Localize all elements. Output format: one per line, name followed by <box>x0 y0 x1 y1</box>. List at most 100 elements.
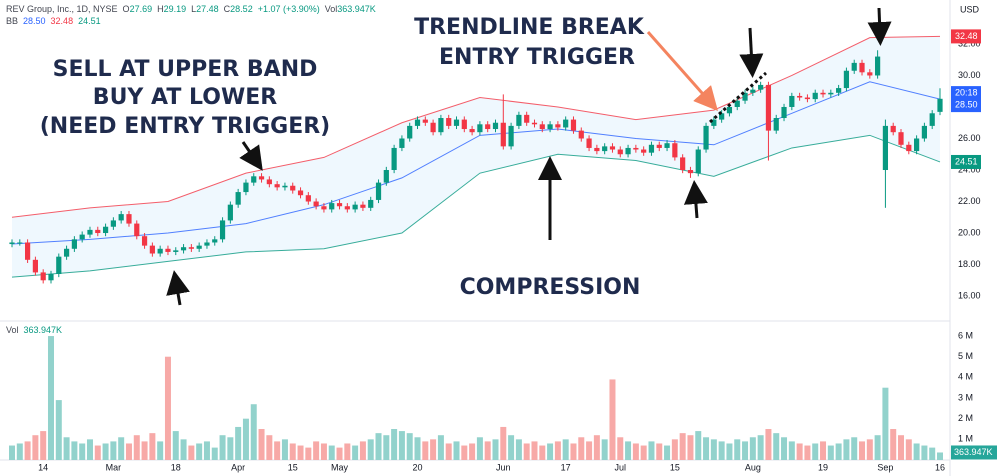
candle-body <box>804 97 811 100</box>
volume-header: Vol 363.947K <box>6 325 62 335</box>
volume-bar <box>601 439 608 460</box>
candle-body <box>204 242 210 246</box>
candle-body <box>485 124 491 130</box>
price-badge-label: 32.48 <box>955 31 978 41</box>
indicator-value: 24.51 <box>78 16 101 26</box>
candle-body <box>321 206 327 210</box>
arrow <box>239 141 263 171</box>
arrow <box>646 31 718 111</box>
volume-bar <box>359 441 366 460</box>
indicator-value: 28.50 <box>23 16 46 26</box>
candle-body <box>196 245 202 249</box>
annotation: (NEED ENTRY TRIGGER) <box>40 114 331 139</box>
candle-body <box>906 144 912 152</box>
x-tick-label: Mar <box>106 462 122 472</box>
volume-bar <box>687 435 694 460</box>
candle-body <box>422 119 428 123</box>
y-tick-label: 24.00 <box>958 164 981 174</box>
volume-bar <box>414 437 421 460</box>
volume-bar <box>266 435 273 460</box>
volume-tick-label: 1 M <box>958 434 973 444</box>
volume-bar <box>617 437 624 460</box>
candle-body <box>118 214 124 221</box>
candle-body <box>617 149 623 155</box>
x-tick-label: Apr <box>231 462 245 472</box>
price-badge <box>951 29 981 44</box>
x-tick-label: Aug <box>745 462 761 472</box>
candle-body <box>898 132 904 145</box>
candle-body <box>602 146 608 152</box>
candle-body <box>672 143 678 158</box>
candle-body <box>516 114 522 126</box>
candle-body <box>212 239 218 243</box>
candle-body <box>305 195 311 202</box>
candle-body <box>258 176 265 180</box>
volume-bar <box>781 437 788 460</box>
volume-bar <box>843 439 850 460</box>
candle-body <box>524 114 530 123</box>
volume-bar <box>383 435 390 460</box>
candle-body <box>282 185 288 188</box>
volume-bar <box>476 437 483 460</box>
ohlc-key: C <box>224 4 231 14</box>
volume-bar <box>180 439 187 460</box>
volume-bar <box>671 439 678 460</box>
volume-bar <box>625 441 632 460</box>
volume-bar <box>679 433 686 460</box>
volume-bar <box>242 418 249 460</box>
candle-body <box>266 179 272 185</box>
annotation: SELL AT UPPER BAND <box>53 57 318 82</box>
volume-bar <box>632 443 639 460</box>
candle-body <box>921 125 928 139</box>
candle-body <box>851 62 857 71</box>
candle-body <box>110 220 116 227</box>
volume-bar <box>55 400 62 460</box>
x-tick-label: Jul <box>615 462 627 472</box>
candle-body <box>797 95 803 98</box>
volume-bar <box>578 437 585 460</box>
candle-body <box>297 190 304 196</box>
candle-body <box>414 119 421 126</box>
candle-body <box>102 226 109 234</box>
band-fill <box>12 36 940 278</box>
volume-bar <box>219 435 226 460</box>
ohlc-key: H <box>157 4 164 14</box>
candle-body <box>656 144 662 148</box>
volume-bar <box>898 435 905 460</box>
ohlc-key: L <box>191 4 196 14</box>
candle-body <box>274 184 280 188</box>
countdown: 20:18 <box>955 87 978 97</box>
candle-body <box>407 125 413 139</box>
volume-bar <box>890 429 897 460</box>
volume-bar <box>110 441 117 460</box>
volume-bar <box>188 445 195 460</box>
volume-bar <box>235 426 242 460</box>
candle-body <box>820 92 826 95</box>
volume-bar <box>430 439 437 460</box>
volume-bar <box>336 447 343 460</box>
candle-body <box>173 250 179 252</box>
volume-bar <box>469 443 476 460</box>
volume-bar <box>492 439 499 460</box>
candle-body <box>680 157 686 171</box>
candle-body <box>531 122 538 125</box>
volume-bar <box>656 443 663 460</box>
candle-body <box>836 88 842 93</box>
candle-body <box>929 113 935 126</box>
candle-body <box>765 84 772 131</box>
candle-body <box>641 149 647 153</box>
volume-bar <box>24 441 31 460</box>
candle-body <box>508 125 514 147</box>
vol-key: Vol <box>325 4 338 14</box>
volume-bar <box>851 437 858 460</box>
volume-bar <box>640 445 647 460</box>
volume-bar <box>710 439 717 460</box>
band-lower <box>11 134 941 278</box>
volume-bar <box>835 443 842 460</box>
candle-body <box>719 113 725 120</box>
candle-body <box>219 220 226 240</box>
candle-body <box>742 92 748 101</box>
candle-body <box>313 201 319 207</box>
candle-body <box>32 259 38 273</box>
